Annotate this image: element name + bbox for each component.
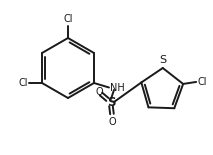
Text: Cl: Cl — [63, 14, 73, 24]
Text: S: S — [107, 95, 115, 108]
Text: NH: NH — [110, 83, 125, 93]
Text: O: O — [108, 117, 116, 127]
Text: S: S — [159, 55, 166, 65]
Text: O: O — [95, 87, 103, 97]
Text: Cl: Cl — [197, 77, 207, 87]
Text: Cl: Cl — [19, 78, 28, 88]
